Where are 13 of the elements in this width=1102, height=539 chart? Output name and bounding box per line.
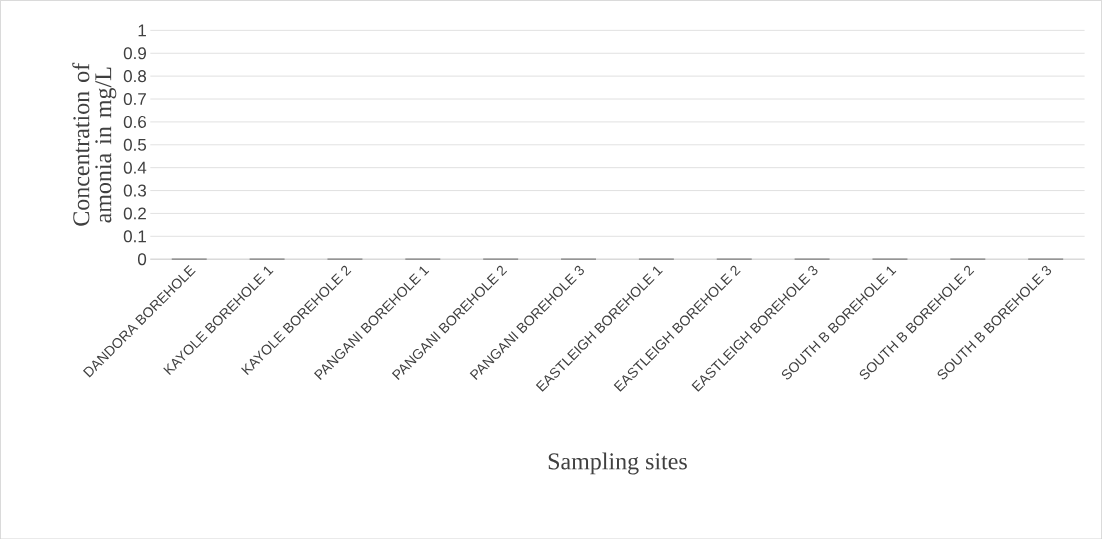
y-tick-label: 0.1 — [123, 230, 146, 243]
y-tick-label: 0.3 — [123, 184, 147, 197]
x-axis-title: Sampling sites — [548, 452, 687, 475]
y-tick-label: 0 — [137, 253, 147, 266]
y-tick-label: 0.9 — [123, 47, 146, 60]
y-tick-label: 0.2 — [123, 207, 146, 220]
y-axis-title: Concentration of amonia in mg/L — [72, 62, 117, 226]
y-tick-label: 0.8 — [123, 69, 147, 82]
y-tick-label: 0.5 — [123, 138, 147, 151]
y-tick-label: 0.4 — [123, 161, 147, 174]
y-tick-label: 0.7 — [123, 92, 146, 105]
y-tick-label: 0.6 — [123, 115, 147, 128]
y-tick-label: 1 — [138, 24, 146, 37]
